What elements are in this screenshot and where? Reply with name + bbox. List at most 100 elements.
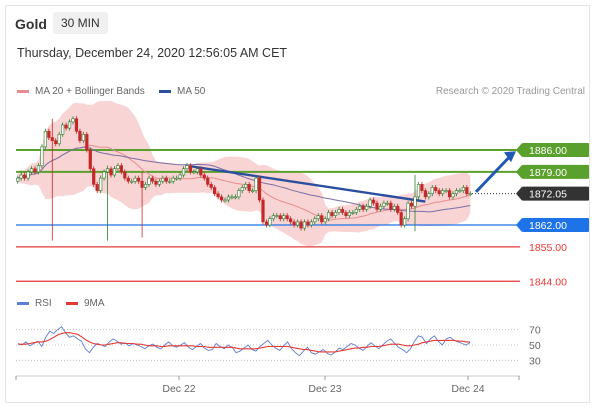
rsi-series-9ma: [18, 332, 470, 353]
candle-body-10: [50, 137, 54, 141]
candle-body-112: [403, 218, 407, 226]
candle-body-6: [36, 165, 41, 173]
candle-body-60: [223, 199, 227, 202]
candle-body-98: [354, 209, 358, 213]
datetime-label: Thursday, December 24, 2020 12:56:05 AM …: [17, 46, 288, 60]
research-credit: Research © 2020 Trading Central: [435, 86, 585, 97]
candle-body-40: [154, 180, 158, 185]
candle-body-54: [202, 174, 206, 179]
candle-body-93: [337, 209, 341, 213]
candle-body-121: [434, 187, 438, 191]
candle-body-124: [444, 190, 448, 192]
candle-body-69: [254, 177, 258, 191]
candle-body-16: [71, 118, 75, 123]
candle-body-37: [143, 184, 148, 188]
candle-body-65: [240, 187, 244, 191]
candle-body-96: [347, 212, 351, 216]
candle-body-20: [85, 134, 89, 151]
candle-body-128: [458, 190, 462, 192]
x-tick-label: Dec 24: [451, 383, 484, 395]
candle-body-64: [237, 190, 241, 198]
candle-body-39: [150, 177, 155, 182]
candle-body-84: [306, 221, 310, 226]
candle-body-89: [323, 218, 327, 223]
candle-body-52: [195, 168, 199, 173]
candle-body-100: [361, 205, 365, 210]
candle-body-91: [330, 212, 334, 216]
candle-body-56: [209, 184, 213, 188]
forecast-arrow-shaft: [474, 153, 514, 193]
candle-body-95: [344, 212, 348, 216]
candle-body-55: [206, 177, 210, 185]
candle-body-74: [271, 215, 275, 220]
candle-body-115: [413, 196, 417, 207]
candle-body-15: [67, 121, 72, 129]
level-box-1862.00: [522, 218, 589, 232]
legend-ma50-label: MA 50: [177, 86, 206, 97]
candle-body-35: [137, 177, 141, 182]
candle-body-68: [251, 190, 255, 192]
candle-body-73: [268, 218, 272, 226]
legend-9ma-label: 9MA: [84, 298, 105, 309]
candle-body-14: [64, 124, 68, 129]
candle-body-42: [161, 177, 165, 182]
candle-body-67: [247, 184, 251, 191]
candle-body-130: [465, 187, 469, 195]
candle-body-43: [164, 177, 168, 182]
candle-body-118: [423, 190, 427, 198]
candle-body-18: [78, 130, 82, 141]
candle-body-29: [116, 165, 120, 170]
candle-body-27: [109, 168, 113, 176]
candle-body-104: [375, 202, 379, 210]
level-label-1886.00: 1886.00: [529, 145, 567, 157]
candle-body-116: [416, 184, 421, 198]
candle-body-106: [382, 202, 386, 207]
level-label-1879.00: 1879.00: [529, 167, 567, 179]
level-box-1879.00: [522, 164, 589, 179]
x-tick-label: Dec 23: [308, 383, 341, 395]
candle-body-72: [264, 221, 269, 226]
candle-body-13: [61, 124, 65, 135]
candle-body-120: [430, 187, 434, 195]
9ma-swatch: [66, 302, 78, 305]
rsi-tick-label: 30: [529, 355, 541, 367]
candle-body-97: [351, 212, 355, 214]
candle-body-123: [441, 190, 445, 195]
candle-body-81: [295, 221, 300, 226]
candle-body-87: [316, 215, 320, 220]
candle-body-53: [199, 168, 203, 176]
ma20-swatch: [17, 90, 29, 93]
level-pointer-1862.00: [516, 218, 522, 232]
candle-body-108: [389, 202, 393, 210]
legend-ma50: MA 50: [159, 86, 205, 97]
candle-body-66: [244, 184, 248, 188]
candle-body-59: [219, 196, 224, 201]
candle-body-94: [340, 209, 345, 213]
candle-body-5: [33, 168, 37, 173]
candle-body-63: [233, 196, 237, 199]
candle-body-9: [47, 130, 51, 138]
candle-body-125: [447, 190, 452, 198]
candle-body-107: [385, 202, 389, 205]
candle-body-119: [427, 193, 431, 198]
candle-body-23: [95, 184, 99, 191]
rsi-tick-label: 50: [529, 340, 541, 352]
candle-body-90: [327, 212, 331, 220]
candle-body-2: [23, 174, 27, 179]
timeframe-selector[interactable]: 30 MIN: [53, 12, 108, 34]
legend-ma20: MA 20 + Bollinger Bands: [17, 86, 145, 97]
trendline: [190, 165, 426, 203]
candle-body-51: [192, 171, 196, 174]
candle-body-17: [74, 118, 79, 132]
candle-body-4: [29, 168, 34, 173]
candle-body-32: [126, 177, 130, 182]
candle-body-85: [309, 221, 313, 226]
candle-body-80: [292, 221, 296, 226]
candle-body-122: [437, 190, 441, 195]
x-tick-label: Dec 22: [162, 383, 195, 395]
level-pointer-1886.00: [516, 143, 522, 157]
candle-body-11: [54, 140, 58, 145]
candle-body-86: [313, 218, 317, 223]
candle-body-131: [468, 193, 472, 196]
candle-body-41: [157, 180, 161, 185]
